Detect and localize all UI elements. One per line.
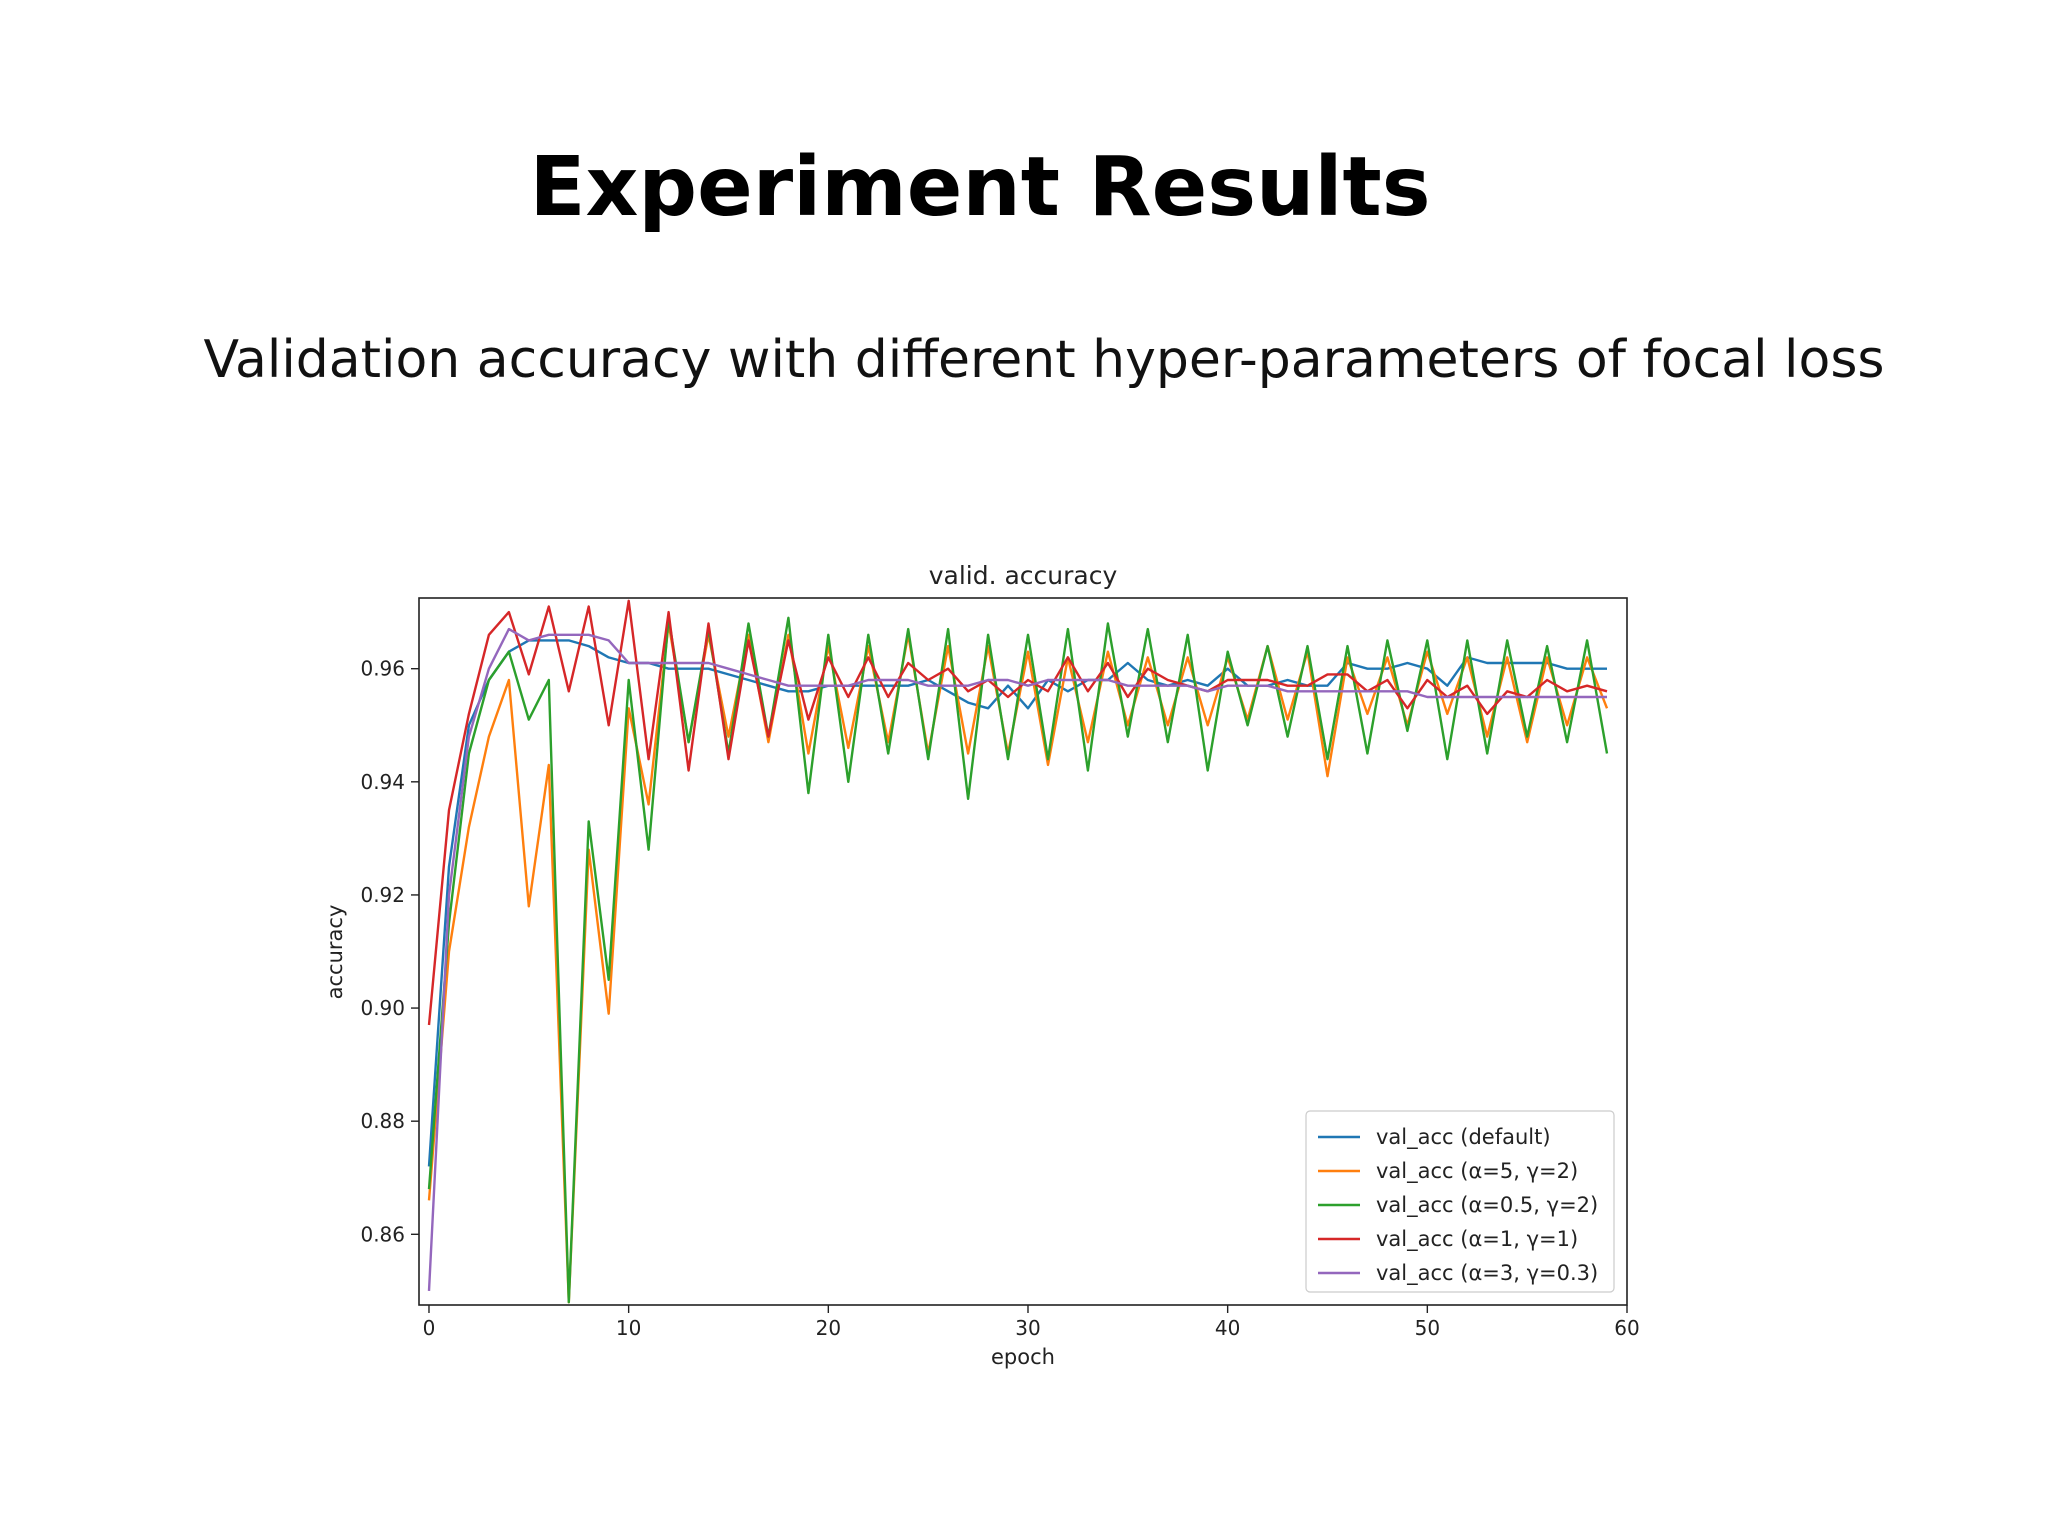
series-line-5 — [427, 627, 1607, 1291]
y-tick-label: 0.94 — [360, 770, 405, 794]
y-tick-label: 0.92 — [360, 883, 405, 907]
series-line-4 — [427, 599, 1608, 1026]
slide-title: Experiment Results — [529, 140, 1431, 235]
legend-entry: val_acc (default) — [1376, 1125, 1551, 1150]
legend-entry: val_acc (α=0.5, γ=2) — [1376, 1193, 1598, 1218]
series-line-1 — [427, 639, 1607, 1167]
y-tick-label: 0.96 — [360, 657, 405, 681]
x-axis-label: epoch — [991, 1345, 1055, 1369]
x-tick-label: 0 — [423, 1316, 436, 1340]
slide-subtitle: Validation accuracy with different hyper… — [203, 330, 1885, 390]
plot-area — [427, 599, 1609, 1304]
y-axis-label: accuracy — [323, 905, 347, 1000]
x-tick-label: 40 — [1215, 1316, 1240, 1340]
legend-entry: val_acc (α=3, γ=0.3) — [1376, 1261, 1598, 1286]
x-tick-label: 20 — [816, 1316, 841, 1340]
y-tick-label: 0.88 — [360, 1109, 405, 1133]
y-axis: 0.86 0.88 0.90 0.92 0.94 0.96 — [360, 657, 419, 1246]
series-line-3 — [427, 616, 1609, 1304]
legend-entry: val_acc (α=5, γ=2) — [1376, 1159, 1578, 1184]
x-tick-label: 50 — [1415, 1316, 1440, 1340]
x-tick-label: 10 — [616, 1316, 641, 1340]
legend-entry: val_acc (α=1, γ=1) — [1376, 1227, 1578, 1252]
plot-frame — [418, 597, 1628, 1306]
chart-legend: val_acc (default) val_acc (α=5, γ=2) val_a… — [1305, 1110, 1615, 1293]
x-tick-label: 60 — [1614, 1316, 1639, 1340]
legend-box — [1305, 1110, 1615, 1293]
x-axis: 0 10 20 30 40 50 60 — [423, 1305, 1640, 1340]
x-tick-label: 30 — [1015, 1316, 1040, 1340]
y-tick-label: 0.90 — [360, 996, 405, 1020]
y-tick-label: 0.86 — [360, 1222, 405, 1246]
chart-title: valid. accuracy — [929, 561, 1118, 590]
